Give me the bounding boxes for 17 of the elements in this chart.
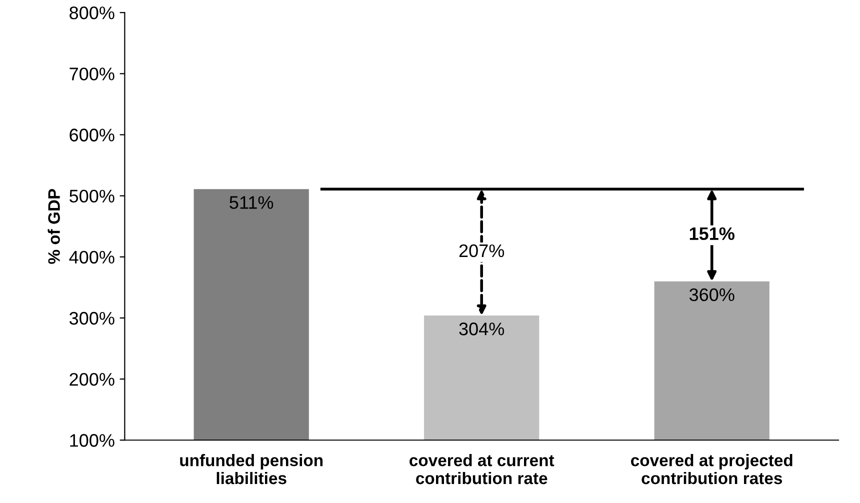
y-tick-label: 200% [70,372,114,386]
data-label: 511% [230,196,274,209]
data-label: 304% [459,322,504,336]
y-tick-label: 500% [70,190,114,203]
x-tick-label: unfunded pension liabilities [180,454,323,484]
y-tick-label: 300% [69,312,114,325]
x-tick-label: covered at current contribution rate [410,454,554,484]
data-label: 360% [689,288,734,302]
y-tick-label: 100% [70,434,114,447]
y-tick-label: 600% [70,128,114,142]
y-tick-label: 700% [70,68,114,80]
x-tick-label: covered at projected contribution rates [631,454,792,484]
y-tick-label: 800% [70,6,114,20]
annotation: 151% [690,227,734,240]
y-axis-title: % of GDP [48,188,60,264]
annotation: 207% [459,244,504,258]
y-tick-label: 400% [69,250,114,264]
